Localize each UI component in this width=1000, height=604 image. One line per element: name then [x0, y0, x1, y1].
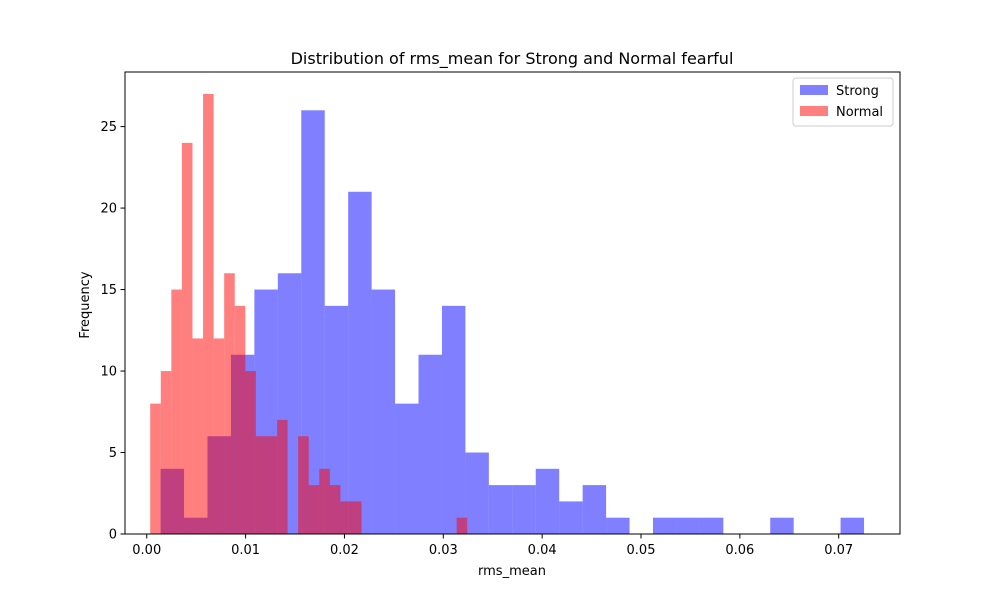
legend-swatch-strong [800, 85, 828, 95]
normal-bar [319, 468, 330, 534]
normal-bar [298, 436, 309, 534]
x-tick-label: 0.04 [528, 543, 557, 558]
strong-bar [840, 517, 865, 534]
legend-swatch-normal [800, 106, 828, 116]
strong-bar [535, 468, 560, 534]
normal-bar [224, 273, 235, 534]
y-axis-label: Frequency [78, 271, 93, 338]
x-tick-label: 0.07 [824, 543, 853, 558]
strong-bar [582, 485, 607, 534]
strong-bar [606, 517, 630, 534]
normal-bar [456, 517, 468, 534]
strong-bar [699, 517, 724, 534]
axes-layer: 0.00 0.01 0.02 0.03 0.04 0.05 0.06 0.07 0 5 10 15 20… [100, 71, 901, 558]
chart-title: Distribution of rms_mean for Strong and … [291, 49, 734, 69]
y-tick-label: 5 [109, 446, 117, 461]
normal-bar [150, 403, 161, 534]
y-tick-label: 15 [100, 283, 117, 298]
normal-bar [277, 419, 288, 534]
normal-bar [160, 371, 172, 534]
normal-bar [181, 142, 193, 534]
y-tick-label: 25 [100, 120, 117, 135]
strong-bar [559, 501, 583, 534]
x-tick-label: 0.03 [429, 543, 458, 558]
normal-bar [340, 501, 351, 534]
normal-bar [213, 338, 225, 534]
strong-bar [512, 485, 536, 534]
x-axis-label: rms_mean [478, 564, 546, 579]
y-tick-label: 20 [100, 202, 117, 217]
normal-bar [266, 436, 278, 534]
x-tick-label: 0.05 [627, 543, 656, 558]
strong-bar [395, 403, 419, 534]
normal-bar [203, 94, 214, 534]
legend-label-normal: Normal [836, 105, 883, 120]
normal-bar [308, 485, 320, 534]
x-tick-label: 0.06 [725, 543, 754, 558]
strong-bar [441, 305, 466, 534]
plot-frame [124, 71, 901, 535]
legend: Strong Normal [792, 77, 894, 127]
normal-bar [171, 289, 182, 534]
normal-bar [350, 501, 362, 534]
strong-bar [770, 517, 794, 534]
strong-bar [348, 191, 372, 534]
strong-bar [324, 305, 349, 534]
normal-bar [234, 305, 246, 534]
strong-bar [465, 452, 489, 534]
strong-bar [371, 289, 396, 534]
strong-bar [418, 354, 442, 534]
normal-bar [329, 485, 341, 534]
y-tick-label: 10 [100, 365, 117, 380]
strong-bar [301, 110, 325, 534]
y-tick-label: 0 [109, 528, 117, 543]
legend-label-strong: Strong [836, 84, 879, 99]
bars-layer [150, 94, 865, 534]
strong-bar [652, 517, 677, 534]
x-tick-label: 0.02 [330, 543, 359, 558]
normal-bar [245, 371, 256, 534]
strong-bar [676, 517, 700, 534]
strong-bar [488, 485, 513, 534]
normal-bar [192, 338, 204, 534]
x-tick-label: 0.00 [132, 543, 161, 558]
x-tick-label: 0.01 [231, 543, 260, 558]
normal-bar [255, 436, 267, 534]
